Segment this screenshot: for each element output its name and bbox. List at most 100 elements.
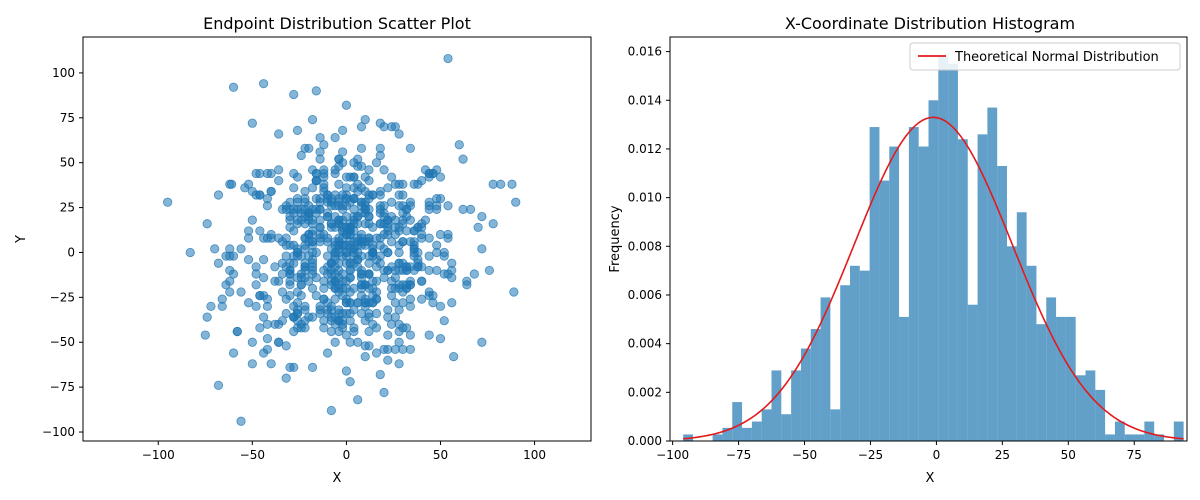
scatter-point (417, 176, 427, 186)
scatter-point (277, 237, 288, 247)
scatter-point (304, 312, 314, 322)
scatter-point (330, 337, 340, 347)
scatter-point (424, 265, 434, 276)
scatter-point (281, 308, 291, 319)
scatter-x-label: X (333, 471, 342, 486)
scatter-point (409, 179, 419, 189)
scatter-point (356, 143, 367, 153)
scatter-point (292, 197, 303, 207)
scatter-point (311, 86, 321, 96)
histogram-bar (830, 409, 841, 441)
histogram-bar (1105, 434, 1115, 441)
scatter-point (375, 201, 385, 211)
x-tick-label: 0 (933, 448, 941, 462)
scatter-point (432, 194, 442, 204)
scatter-x-ticks: −100 −50 0 50 100 (142, 441, 546, 462)
scatter-point (285, 269, 295, 279)
scatter-point (277, 204, 288, 214)
scatter-point (349, 183, 359, 193)
scatter-point (473, 222, 483, 232)
scatter-point (304, 251, 314, 261)
scatter-point (398, 190, 408, 200)
histogram-panel: X-Coordinate Distribution Histogram −100… (608, 14, 1188, 486)
scatter-point (319, 294, 329, 304)
histogram-bar (948, 63, 958, 442)
scatter-point (251, 301, 261, 311)
y-tick-label: 75 (60, 111, 75, 125)
histogram-bar (859, 270, 870, 441)
x-tick-label: −100 (656, 448, 689, 462)
scatter-point (338, 147, 348, 157)
scatter-point (200, 330, 210, 340)
histogram-bar (1036, 324, 1047, 441)
scatter-point (349, 204, 359, 214)
scatter-point (341, 276, 352, 286)
scatter-point (227, 179, 237, 189)
scatter-point (315, 132, 325, 143)
scatter-point (281, 294, 291, 304)
scatter-point (356, 280, 367, 290)
scatter-point (259, 290, 269, 301)
scatter-point (300, 244, 310, 254)
histogram-bar (850, 265, 860, 441)
normal-curve-line (683, 116, 1184, 440)
scatter-point (383, 247, 393, 258)
scatter-point (330, 132, 340, 143)
scatter-point (394, 337, 404, 347)
histogram-bar (732, 402, 743, 441)
scatter-point (345, 219, 355, 229)
scatter-point (311, 290, 321, 301)
scatter-point (507, 179, 517, 189)
scatter-point (420, 165, 431, 175)
scatter-point (311, 247, 321, 258)
histogram-bar (1154, 434, 1164, 441)
scatter-point (405, 280, 415, 290)
scatter-y-ticks: −100 −75 −50 −25 0 25 50 75 100 (42, 66, 83, 439)
scatter-point (251, 280, 261, 290)
y-tick-label: −75 (50, 380, 75, 394)
histogram-bar (722, 427, 733, 441)
histogram-bar (1046, 297, 1057, 441)
y-tick-label: 0.010 (628, 191, 662, 205)
histogram-bar (918, 146, 929, 441)
scatter-point (251, 190, 261, 200)
histogram-bar (1016, 212, 1027, 441)
y-tick-label: 0.016 (628, 45, 662, 59)
scatter-point (420, 215, 431, 225)
scatter-point (360, 186, 370, 197)
scatter-point (202, 219, 212, 229)
scatter-point (334, 305, 344, 315)
scatter-point (326, 326, 336, 337)
y-tick-label: 0 (67, 245, 75, 259)
scatter-point (307, 219, 318, 229)
histogram-bar (1007, 246, 1017, 441)
scatter-point (225, 244, 235, 254)
scatter-point (185, 247, 195, 258)
legend-box (909, 42, 1181, 71)
histogram-bar (1085, 370, 1096, 441)
x-tick-label: 25 (995, 448, 1010, 462)
scatter-point (341, 211, 352, 222)
scatter-title: Endpoint Distribution Scatter Plot (203, 14, 471, 33)
scatter-point (206, 301, 216, 311)
scatter-point (345, 265, 355, 276)
scatter-point (413, 255, 423, 265)
scatter-point (386, 290, 397, 301)
scatter-point (259, 255, 269, 265)
scatter-point (236, 244, 246, 254)
scatter-point (398, 323, 408, 333)
scatter-point (394, 129, 404, 139)
scatter-point (266, 186, 276, 197)
scatter-point (274, 165, 284, 175)
scatter-point (432, 240, 442, 250)
scatter-point (465, 204, 476, 214)
scatter-point (353, 161, 363, 171)
scatter-point (364, 194, 374, 204)
scatter-point (375, 150, 385, 161)
histogram-bar (1124, 434, 1135, 441)
scatter-point (383, 330, 393, 340)
histogram-bar (820, 297, 831, 441)
legend: Theoretical Normal Distribution (909, 42, 1181, 71)
scatter-point (281, 341, 291, 351)
histogram-bar (957, 139, 968, 441)
